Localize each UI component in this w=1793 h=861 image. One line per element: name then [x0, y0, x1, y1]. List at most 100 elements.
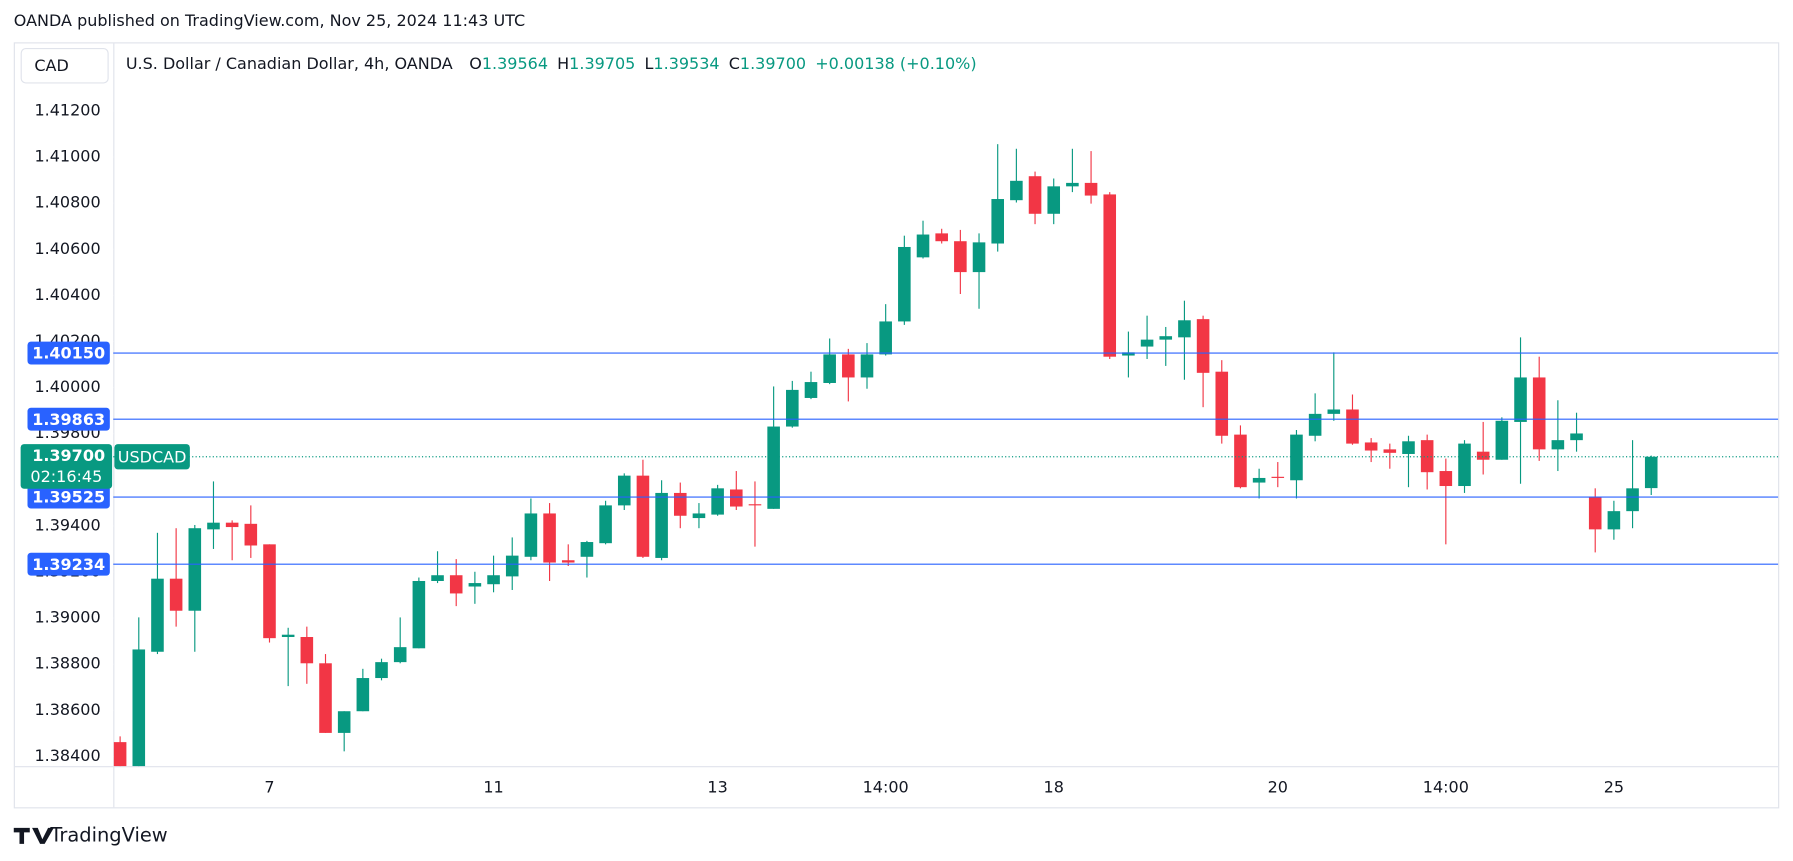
- candle-body: [1570, 433, 1583, 441]
- candle-body: [1346, 409, 1359, 444]
- y-tick-label: 1.39000: [35, 608, 101, 627]
- candle-body: [412, 580, 426, 649]
- candle-body: [636, 475, 650, 557]
- candle-body: [505, 555, 519, 577]
- candle-body: [207, 522, 220, 530]
- candle-body: [1402, 441, 1415, 454]
- candle-body: [1644, 456, 1658, 489]
- candle-body: [1551, 440, 1565, 450]
- candle-body: [319, 663, 332, 733]
- candle-body: [487, 575, 500, 585]
- candle-body: [1327, 409, 1341, 414]
- candle-body: [673, 492, 687, 516]
- candle-body: [1047, 186, 1061, 214]
- x-tick-label: 20: [1268, 777, 1288, 796]
- candle-body: [748, 504, 762, 506]
- x-tick-label: 14:00: [1423, 777, 1469, 796]
- x-tick-label: 7: [264, 777, 274, 796]
- candle-body: [935, 233, 948, 242]
- legend-key: H: [557, 54, 569, 73]
- level-badge: [27, 552, 110, 576]
- y-tick-label: 1.41200: [35, 100, 101, 119]
- candle-body: [1066, 182, 1079, 187]
- candle-body: [1196, 319, 1210, 373]
- candle-body: [1103, 194, 1117, 357]
- candle-body: [244, 523, 258, 546]
- candle-body: [1514, 377, 1527, 422]
- logo-icon: [13, 827, 54, 844]
- legend-value: 1.39705: [569, 54, 635, 73]
- candle-body: [842, 354, 855, 378]
- y-tick-label: 1.38600: [35, 700, 101, 719]
- legend-value: 1.39700: [740, 54, 806, 73]
- currency-label[interactable]: CAD: [34, 56, 68, 75]
- y-tick-label: 1.41000: [35, 147, 101, 166]
- candle-body: [599, 505, 612, 544]
- candle-body: [188, 528, 202, 611]
- x-tick-label: 11: [483, 777, 503, 796]
- candle-body: [225, 522, 239, 528]
- publisher-line: OANDA published on TradingView.com, Nov …: [14, 11, 525, 30]
- candle-body: [449, 575, 463, 594]
- candle-body: [916, 234, 930, 258]
- candle-body: [151, 578, 164, 652]
- candle-body: [281, 634, 295, 638]
- candle-body: [1495, 420, 1509, 460]
- candle-body: [169, 578, 183, 611]
- candle-body: [375, 662, 388, 679]
- candle-body: [767, 426, 780, 509]
- candle-body: [1626, 488, 1639, 512]
- legend-value: 1.39534: [653, 54, 719, 73]
- candle-body: [786, 389, 799, 427]
- candle-body: [356, 678, 370, 712]
- candle-body: [1178, 320, 1191, 338]
- candle-body: [1215, 371, 1229, 436]
- legend-key: C: [729, 54, 740, 73]
- symbol-label: USDCAD: [118, 447, 187, 466]
- level-badge: [27, 485, 110, 509]
- legend-key: L: [645, 54, 654, 73]
- candle-body: [898, 246, 911, 322]
- candle-body: [655, 492, 668, 558]
- candle-body: [132, 649, 146, 767]
- x-tick-label: 18: [1044, 777, 1064, 796]
- last-price-badge: [20, 444, 113, 489]
- candle-body: [1271, 476, 1285, 478]
- candle-body: [113, 742, 127, 767]
- candle-body: [711, 488, 724, 515]
- last-price-label: 1.39700: [32, 446, 105, 465]
- candle-body: [991, 199, 1004, 244]
- x-tick-label: 25: [1604, 777, 1624, 796]
- currency-button[interactable]: [20, 48, 109, 84]
- legend: U.S. Dollar / Canadian Dollar, 4h, OANDA…: [126, 54, 977, 73]
- candle-body: [1028, 176, 1042, 214]
- candle-body: [524, 513, 538, 557]
- candle-body: [879, 321, 892, 355]
- x-tick-label: 14:00: [863, 777, 909, 796]
- candle-body: [300, 637, 314, 664]
- candle-body: [1420, 440, 1434, 473]
- candle-body: [1122, 352, 1135, 356]
- candle-body: [1458, 443, 1471, 487]
- candle-body: [1308, 413, 1322, 436]
- level-label: 1.39525: [32, 488, 105, 507]
- candle-body: [1532, 377, 1546, 450]
- y-tick-label: 1.40000: [35, 377, 101, 396]
- candle-body: [1364, 442, 1378, 451]
- legend-title: U.S. Dollar / Canadian Dollar, 4h, OANDA: [126, 54, 453, 73]
- candle-body: [1084, 182, 1098, 196]
- y-tick-label: 1.38400: [35, 746, 101, 765]
- y-tick-label: 1.40400: [35, 285, 101, 304]
- candle-body: [1588, 497, 1602, 530]
- level-badge: [27, 341, 110, 365]
- legend-change: +0.00138 (+0.10%): [815, 54, 976, 73]
- candle-body: [337, 711, 351, 733]
- level-label: 1.40150: [32, 344, 105, 363]
- candle-body: [1383, 449, 1397, 453]
- symbol-badge: [114, 444, 190, 470]
- legend-key: O: [469, 54, 482, 73]
- candle-body: [1234, 434, 1247, 488]
- candle-body: [431, 575, 444, 581]
